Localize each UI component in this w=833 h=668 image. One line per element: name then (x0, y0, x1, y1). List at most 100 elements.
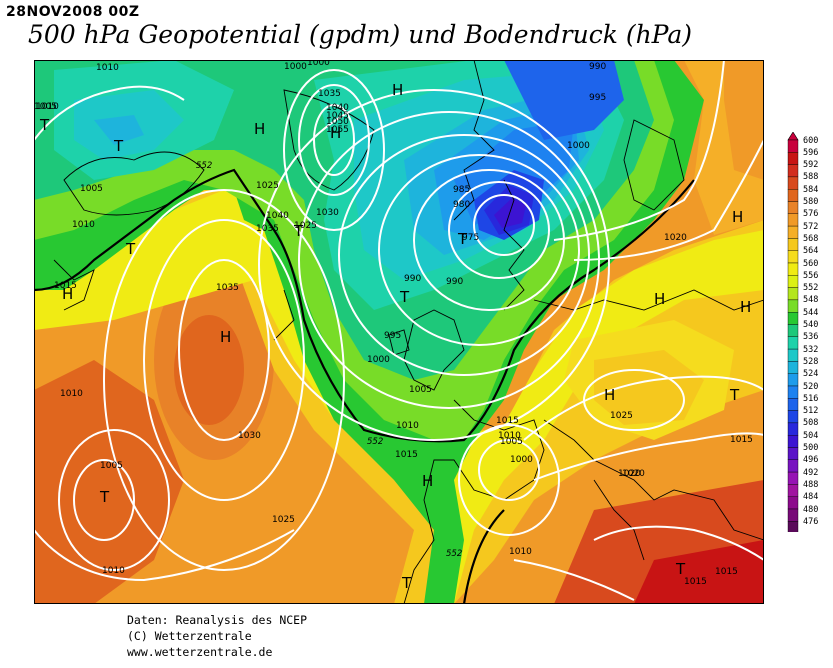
low-marker: T (125, 240, 136, 258)
scale-swatch (787, 250, 799, 264)
high-marker: H (220, 328, 231, 346)
scale-swatch (787, 422, 799, 436)
scale-label: 508 (803, 418, 819, 429)
scale-swatch (787, 435, 799, 448)
isobar-label: 1025 (256, 181, 279, 191)
low-marker: T (113, 137, 124, 155)
high-marker: H (392, 81, 403, 99)
geopotential-552-label: 552 (196, 161, 212, 171)
isobar-label: 1040 (326, 103, 349, 113)
chart-title: 500 hPa Geopotential (gpdm) und Bodendru… (28, 20, 693, 49)
scale-swatch (787, 521, 799, 532)
isobar-label: 1035 (318, 89, 341, 99)
scale-label: 572 (803, 221, 819, 232)
isobar-label: 1025 (272, 515, 295, 525)
isobar-label: 990 (404, 274, 421, 284)
high-marker: H (732, 208, 743, 226)
scale-label: 576 (803, 209, 819, 220)
isobar-label: 1010 (72, 220, 95, 230)
chart-date: 28NOV2008 00Z (6, 4, 140, 20)
isobar-label: 1000 (367, 355, 390, 365)
scale-label: 568 (803, 233, 819, 244)
isobar-label: 990 (589, 62, 606, 72)
color-scale-bar (787, 132, 799, 532)
isobar-label: 1045 (326, 111, 349, 121)
scale-label: 584 (803, 184, 819, 195)
scale-swatch (787, 164, 799, 178)
scale-label: 536 (803, 332, 819, 343)
low-marker: T (293, 222, 304, 240)
copyright-text: (C) Wetterzentrale (127, 629, 252, 643)
geopotential-552-label: 552 (367, 437, 383, 447)
scale-swatch (787, 189, 799, 202)
data-source-text: Daten: Reanalysis des NCEP (127, 613, 308, 627)
isobar-label: 1015 (54, 281, 77, 291)
isobar-label: 980 (453, 200, 470, 210)
pressure-labels: 1010 1010 995 990 1000 1000 1035 1040 10… (34, 60, 753, 587)
isobar-label: 1015 (496, 416, 519, 426)
low-marker: T (401, 574, 412, 592)
isobar-label: 995 (384, 331, 401, 341)
scale-swatch (787, 508, 799, 522)
scale-label: 476 (803, 516, 819, 527)
isobar-label: 1025 (294, 221, 317, 231)
isobar-label: 1015 (715, 567, 738, 577)
isobar-label: 1020 (622, 469, 645, 479)
scale-swatch (787, 299, 799, 313)
scale-label: 532 (803, 344, 819, 355)
scale-label: 564 (803, 246, 819, 257)
scale-label: 556 (803, 270, 819, 281)
scale-label: 596 (803, 147, 819, 158)
scale-label: 524 (803, 369, 819, 380)
scale-swatch (787, 459, 799, 473)
isobar-label: 1000 (510, 455, 533, 465)
scale-swatch (787, 385, 799, 399)
isobar-label: 1010 (396, 421, 419, 431)
isobar-label: 1005 (34, 102, 57, 112)
isobar-label: 1010 (96, 63, 119, 73)
isobar-label: 1035 (216, 283, 239, 293)
scale-swatch (787, 496, 799, 510)
scale-label: 560 (803, 258, 819, 269)
coastlines (53, 60, 764, 604)
isobar-label: 1020 (664, 233, 687, 243)
scale-swatch (787, 225, 799, 239)
isobar-label: 1050 (326, 117, 349, 127)
scale-swatch (787, 336, 799, 350)
scale-label: 484 (803, 492, 819, 503)
isobar-label: 1030 (316, 208, 339, 218)
high-marker: H (254, 120, 265, 138)
scale-swatch (787, 398, 799, 411)
isobar-label: 1015 (395, 450, 418, 460)
isobar-label: 1000 (567, 141, 590, 151)
scale-swatch (787, 471, 799, 485)
scale-label: 588 (803, 172, 819, 183)
high-marker: H (62, 285, 73, 303)
isobar-label: 995 (589, 93, 606, 103)
high-marker: H (654, 290, 665, 308)
scale-swatch (787, 139, 799, 153)
high-marker: H (604, 386, 615, 404)
isobar-label: 1010 (36, 102, 59, 112)
website-link[interactable]: www.wetterzentrale.de (127, 645, 273, 659)
high-marker: H (422, 472, 433, 490)
weather-map: 1010 1010 995 990 1000 1000 1035 1040 10… (34, 60, 764, 604)
low-marker: T (399, 288, 410, 306)
scale-label: 580 (803, 197, 819, 207)
scale-swatch (787, 373, 799, 387)
scale-label: 500 (803, 443, 819, 453)
isobar-label: 990 (446, 277, 463, 287)
scale-label: 552 (803, 283, 819, 294)
scale-label: 592 (803, 160, 819, 171)
isobar-label: 1055 (326, 125, 349, 135)
scale-label: 528 (803, 356, 819, 367)
scale-arrow-top (787, 132, 799, 141)
isobar-label: 1015 (684, 577, 707, 587)
scale-swatch (787, 361, 799, 374)
scale-swatch (787, 238, 799, 251)
isobar-label: 1015 (730, 435, 753, 445)
pressure-centres: H H H H H H H H H H T T T T T T T T T T (39, 81, 751, 592)
isobar-label: 1005 (500, 437, 523, 447)
scale-swatch (787, 176, 799, 190)
scale-swatch (787, 213, 799, 227)
